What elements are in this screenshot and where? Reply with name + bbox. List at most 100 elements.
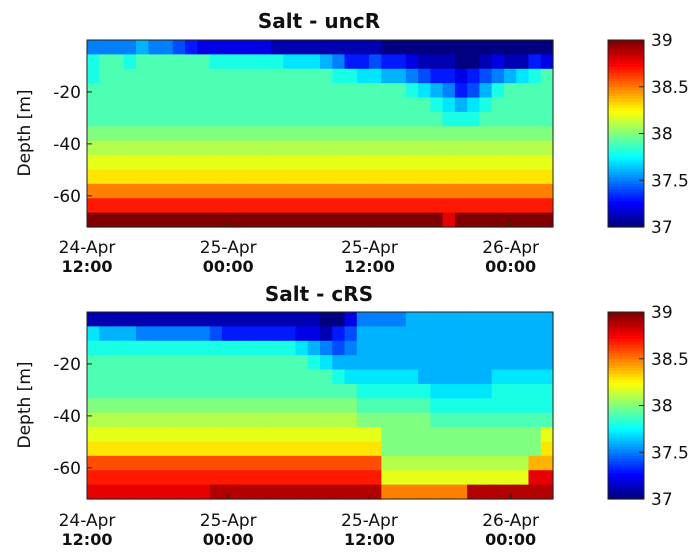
- heatmap-cell: [503, 212, 517, 228]
- heatmap-cell: [295, 398, 309, 414]
- heatmap-cell: [246, 183, 260, 199]
- heatmap-cell: [528, 427, 542, 443]
- heatmap-cell: [479, 326, 493, 342]
- heatmap-cell: [393, 441, 407, 457]
- heatmap-cell: [197, 97, 211, 113]
- heatmap-cell: [393, 427, 407, 443]
- heatmap-cell: [246, 398, 260, 414]
- heatmap-cell: [516, 441, 530, 457]
- heatmap-cell: [99, 470, 113, 486]
- heatmap-cell: [136, 355, 149, 371]
- heatmap-cell: [87, 169, 100, 185]
- heatmap-cell: [283, 455, 297, 471]
- colorbar-step: [608, 145, 644, 149]
- heatmap-cell: [369, 126, 382, 142]
- heatmap-cell: [405, 312, 419, 327]
- colorbar-step: [608, 48, 644, 53]
- heatmap-cell: [393, 111, 407, 127]
- heatmap-cell: [454, 40, 468, 55]
- heatmap-cell: [344, 326, 358, 342]
- heatmap-cell: [148, 326, 162, 342]
- heatmap-cell: [356, 169, 370, 185]
- heatmap-cell: [87, 340, 100, 356]
- heatmap-cell: [393, 83, 407, 99]
- y-tick-label: -40: [53, 407, 81, 427]
- heatmap-cell: [344, 312, 358, 327]
- heatmap-cell: [197, 40, 211, 55]
- heatmap-cell: [283, 355, 297, 371]
- heatmap-cell: [491, 83, 505, 99]
- heatmap-cell: [528, 412, 542, 428]
- heatmap-cell: [221, 111, 235, 127]
- heatmap-cell: [160, 97, 174, 113]
- heatmap-cell: [209, 97, 223, 113]
- heatmap-cells: [87, 40, 554, 228]
- heatmap-cell: [197, 140, 211, 156]
- heatmap-cell: [209, 369, 223, 385]
- heatmap-cell: [111, 83, 125, 99]
- heatmap-cell: [491, 312, 505, 327]
- heatmap-cell: [136, 68, 149, 84]
- heatmap-cell: [491, 427, 505, 443]
- heatmap-cell: [540, 312, 554, 327]
- colorbar-step: [608, 133, 644, 138]
- heatmap-cell: [332, 54, 346, 70]
- heatmap-cell: [87, 312, 100, 327]
- heatmap-cell: [270, 40, 284, 55]
- heatmap-cell: [369, 427, 382, 443]
- colorbar-step: [608, 420, 644, 424]
- heatmap-cell: [221, 183, 235, 199]
- heatmap-cell: [209, 40, 223, 55]
- heatmap-cell: [295, 383, 309, 399]
- heatmap-cell: [344, 183, 358, 199]
- heatmap-cell: [540, 54, 554, 70]
- heatmap-cell: [356, 326, 370, 342]
- heatmap-cell: [148, 484, 162, 500]
- heatmap-cell: [430, 470, 444, 486]
- heatmap-cell: [221, 383, 235, 399]
- heatmap-cell: [369, 169, 382, 185]
- heatmap-cell: [160, 54, 174, 70]
- heatmap-cell: [332, 126, 346, 142]
- heatmap-cell: [172, 455, 186, 471]
- heatmap-cell: [87, 383, 100, 399]
- heatmap-cell: [381, 427, 395, 443]
- heatmap-cell: [320, 484, 333, 500]
- heatmap-cell: [270, 183, 284, 199]
- heatmap-cell: [234, 427, 248, 443]
- colorbar-step: [608, 341, 644, 345]
- heatmap-cell: [123, 83, 137, 99]
- heatmap-cell: [454, 427, 468, 443]
- heatmap-cell: [356, 369, 370, 385]
- heatmap-cell: [418, 398, 431, 414]
- heatmap-cell: [381, 470, 395, 486]
- colorbar-step: [608, 402, 644, 407]
- heatmap-cell: [332, 212, 346, 228]
- heatmap-cell: [503, 484, 517, 500]
- heatmap-cell: [307, 183, 321, 199]
- heatmap-cell: [283, 198, 297, 214]
- heatmap-cells: [87, 312, 554, 500]
- heatmap-cell: [185, 441, 198, 457]
- heatmap-cell: [258, 68, 272, 84]
- heatmap-cell: [111, 383, 125, 399]
- heatmap-cell: [221, 40, 235, 55]
- heatmap-cell: [516, 97, 530, 113]
- heatmap-cell: [405, 427, 419, 443]
- heatmap-cell: [123, 340, 137, 356]
- heatmap-cell: [295, 54, 309, 70]
- heatmap-cell: [160, 212, 174, 228]
- heatmap-cell: [172, 484, 186, 500]
- heatmap-cell: [540, 140, 554, 156]
- heatmap-cell: [160, 183, 174, 199]
- heatmap-cell: [185, 183, 198, 199]
- heatmap-cell: [209, 383, 223, 399]
- heatmap-cell: [270, 54, 284, 70]
- heatmap-cell: [369, 441, 382, 457]
- colorbar-step: [608, 107, 644, 111]
- heatmap-cell: [209, 83, 223, 99]
- heatmap-cell: [405, 355, 419, 371]
- heatmap-cell: [369, 68, 382, 84]
- heatmap-cell: [258, 326, 272, 342]
- heatmap-cell: [148, 398, 162, 414]
